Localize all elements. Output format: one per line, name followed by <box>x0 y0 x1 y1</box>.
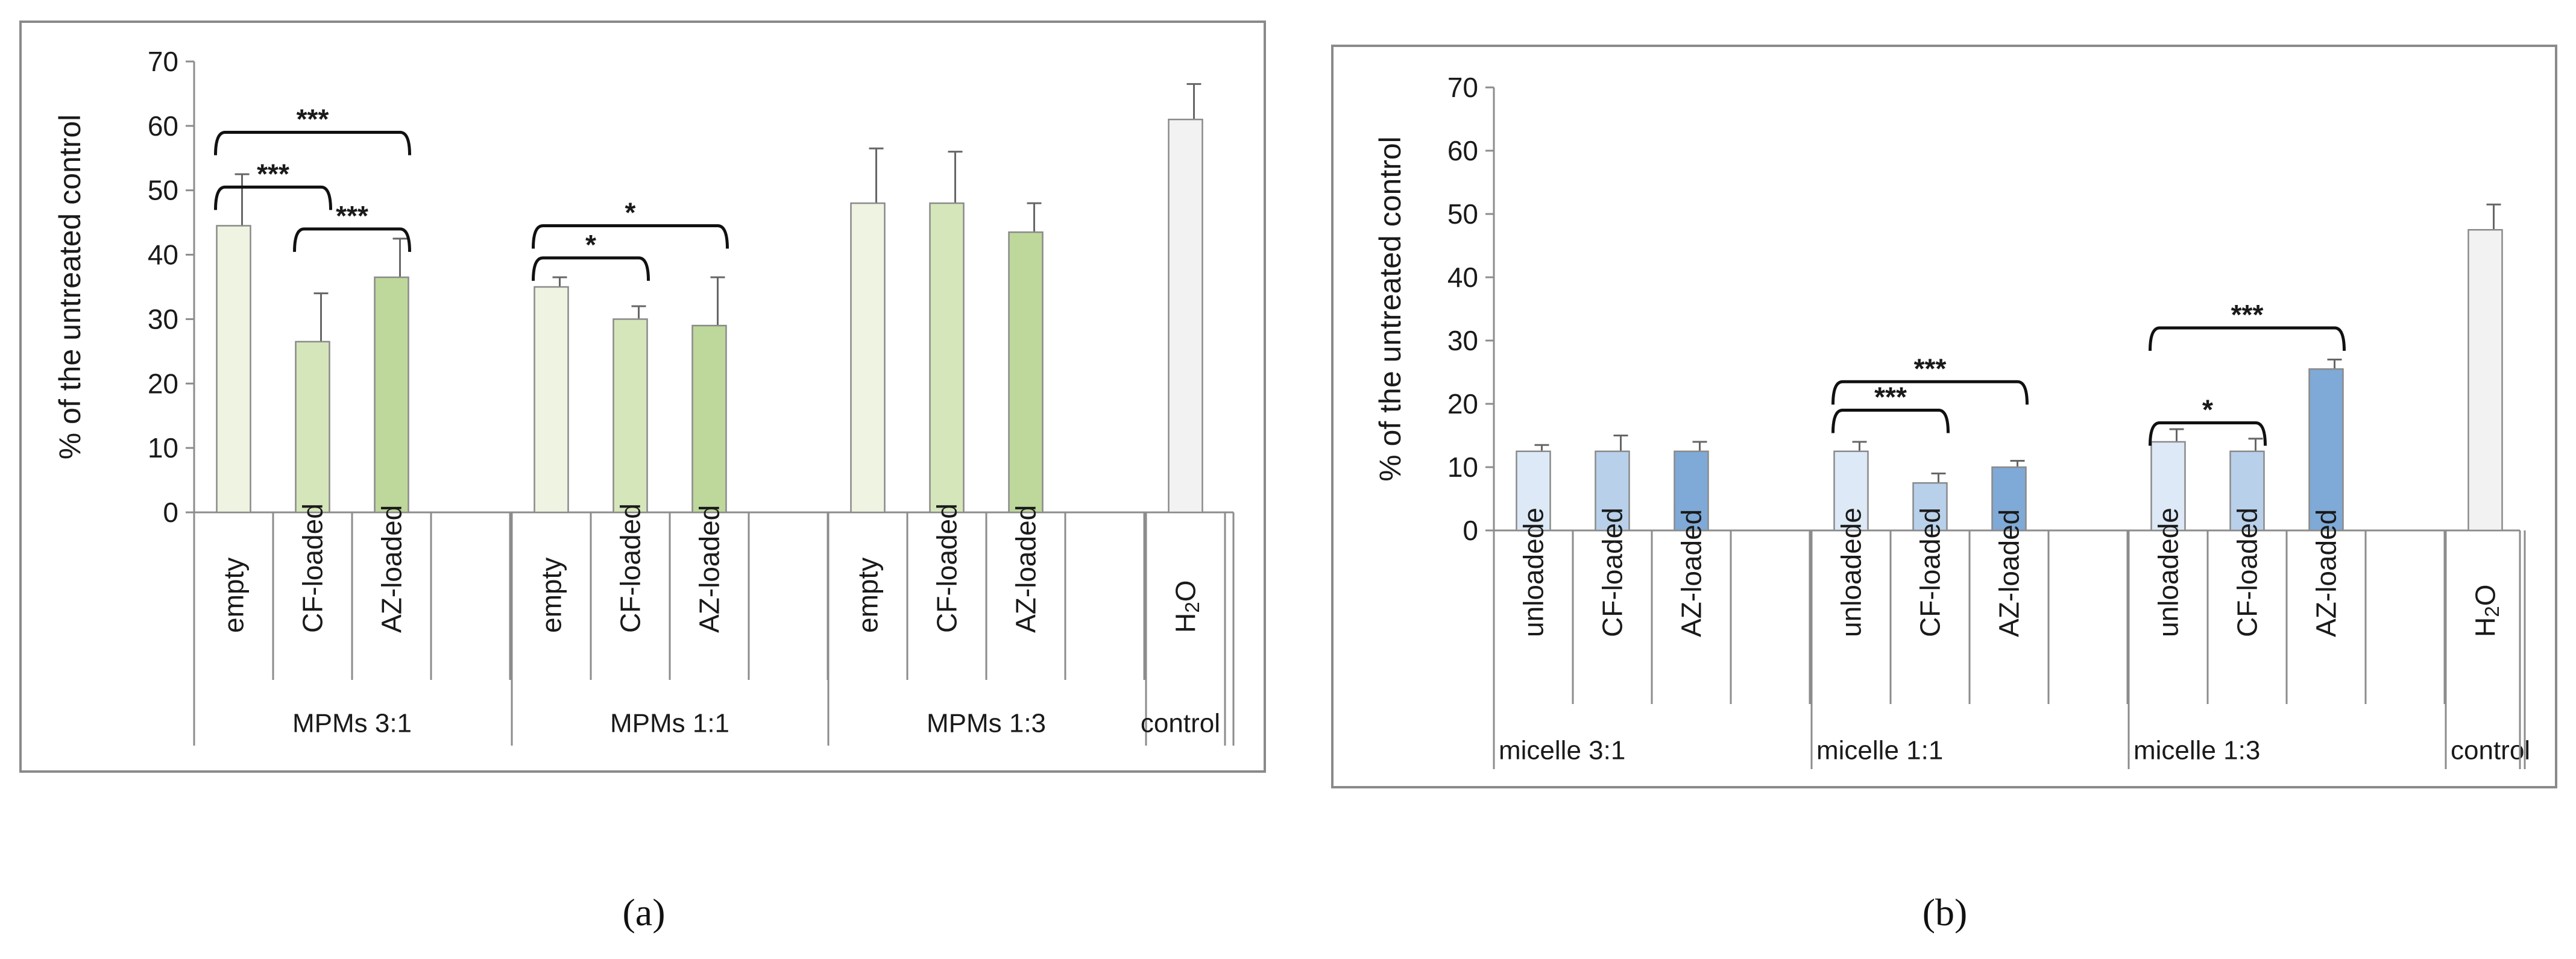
panel-a-label: (a) <box>622 891 665 934</box>
y-tick-label: 60 <box>148 110 178 142</box>
category-label: unloadede <box>1836 508 1867 637</box>
bar-h2o <box>2467 229 2503 532</box>
y-tick-label: 20 <box>1447 388 1478 420</box>
y-tick-label: 60 <box>1447 135 1478 166</box>
category-label: CF-loaded <box>2232 508 2263 637</box>
bar-unloadede <box>1833 450 1869 532</box>
category-label: H2O <box>2470 585 2504 637</box>
group-label: micelle 1:3 <box>2134 736 2260 766</box>
bar-unloadede <box>2150 441 2186 532</box>
group-label: MPMs 1:3 <box>927 709 1046 738</box>
group-label: MPMs 3:1 <box>292 709 412 738</box>
significance-bracket <box>214 185 332 210</box>
y-axis-title: % of the untreated control <box>53 115 87 460</box>
panel-b-frame <box>1331 45 2557 788</box>
category-label: AZ-loaded <box>376 505 408 633</box>
category-label: AZ-loaded <box>694 505 725 633</box>
significance-bracket <box>293 227 411 252</box>
significance-bracket <box>532 224 729 249</box>
significance-label: *** <box>1874 382 1907 413</box>
significance-label: * <box>2202 394 2213 426</box>
y-tick-label: 0 <box>163 497 178 528</box>
significance-label: *** <box>2231 299 2264 330</box>
bar-az-loaded <box>2308 368 2344 532</box>
bar-az-loaded <box>691 324 727 514</box>
category-label: CF-loaded <box>931 503 963 633</box>
significance-label: * <box>625 197 636 228</box>
bar-az-loaded <box>1008 231 1044 514</box>
category-label: AZ-loaded <box>2311 509 2342 637</box>
group-label: control <box>2451 736 2530 766</box>
category-label: AZ-loaded <box>1994 509 2025 637</box>
category-label: unloadede <box>1518 508 1549 637</box>
significance-bracket <box>1831 409 1950 433</box>
panel-a-chart: 0 10 20 30 40 50 60 70 % of the untreated contro… <box>53 46 1235 746</box>
significance-label: *** <box>257 158 289 189</box>
significance-bracket <box>1831 380 2029 405</box>
bar-empty <box>534 286 569 514</box>
group-label: micelle 1:1 <box>1816 736 1943 766</box>
category-label: empty <box>218 558 250 633</box>
panel-b-chart: 0 10 20 30 40 50 60 70 % of the untreated contro… <box>1373 72 2530 769</box>
significance-bracket <box>532 256 650 281</box>
y-tick-label: 40 <box>148 239 178 271</box>
bar-cf-loaded <box>1595 450 1630 532</box>
bar-empty <box>216 225 251 514</box>
bar-az-loaded <box>1991 466 2027 532</box>
category-label: CF-loaded <box>615 503 646 633</box>
y-tick-label: 50 <box>148 175 178 206</box>
y-tick-label: 30 <box>148 303 178 335</box>
category-label: AZ-loaded <box>1010 505 1042 633</box>
bar-cf-loaded <box>2229 450 2265 532</box>
significance-label: * <box>585 229 596 260</box>
y-tick-label: 20 <box>148 368 178 399</box>
category-label: AZ-loaded <box>1676 509 1707 637</box>
bar-h2o <box>1168 118 1203 514</box>
significance-label: *** <box>336 200 368 231</box>
y-tick-label: 50 <box>1447 198 1478 230</box>
significance-label: *** <box>1914 353 1947 384</box>
significance-label: *** <box>297 104 329 135</box>
significance-bracket <box>2149 326 2346 351</box>
y-tick-label: 30 <box>1447 325 1478 356</box>
category-label: unloadede <box>2153 508 2184 637</box>
category-label: CF-loaded <box>297 503 329 633</box>
panel-b-label: (b) <box>1923 891 1968 934</box>
y-axis-title: % of the untreated control <box>1373 136 1407 482</box>
bar-cf-loaded <box>1912 482 1948 532</box>
significance-bracket <box>2149 421 2267 446</box>
bar-unloadede <box>1516 450 1551 532</box>
y-tick-label: 40 <box>1447 262 1478 293</box>
bar-az-loaded <box>374 276 409 514</box>
bar-cf-loaded <box>295 341 330 514</box>
significance-bracket <box>214 131 411 156</box>
category-label: CF-loaded <box>1597 508 1628 637</box>
bar-az-loaded <box>1674 450 1709 532</box>
y-tick-label: 0 <box>1463 515 1478 546</box>
category-label: H2O <box>1170 580 1204 633</box>
group-label: MPMs 1:1 <box>610 709 729 738</box>
group-label: micelle 3:1 <box>1499 736 1625 766</box>
category-label: CF-loaded <box>1915 508 1946 637</box>
bar-empty <box>850 202 886 514</box>
group-label: control <box>1141 709 1220 738</box>
bar-cf-loaded <box>929 202 965 514</box>
category-label: empty <box>536 558 567 633</box>
y-tick-label: 10 <box>148 432 178 464</box>
y-tick-label: 10 <box>1447 451 1478 483</box>
category-label: empty <box>852 558 884 633</box>
y-tick-label: 70 <box>148 46 178 77</box>
y-tick-label: 70 <box>1447 72 1478 103</box>
bar-cf-loaded <box>613 318 648 514</box>
